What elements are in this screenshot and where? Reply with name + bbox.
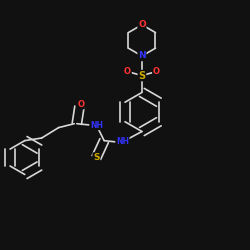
Text: NH: NH bbox=[90, 120, 103, 130]
Text: O: O bbox=[153, 67, 160, 76]
Text: N: N bbox=[138, 52, 146, 60]
Text: O: O bbox=[124, 67, 131, 76]
Text: S: S bbox=[93, 153, 100, 162]
Text: NH: NH bbox=[116, 138, 129, 146]
Text: O: O bbox=[77, 100, 84, 109]
Text: O: O bbox=[138, 20, 146, 29]
Text: S: S bbox=[138, 70, 145, 81]
